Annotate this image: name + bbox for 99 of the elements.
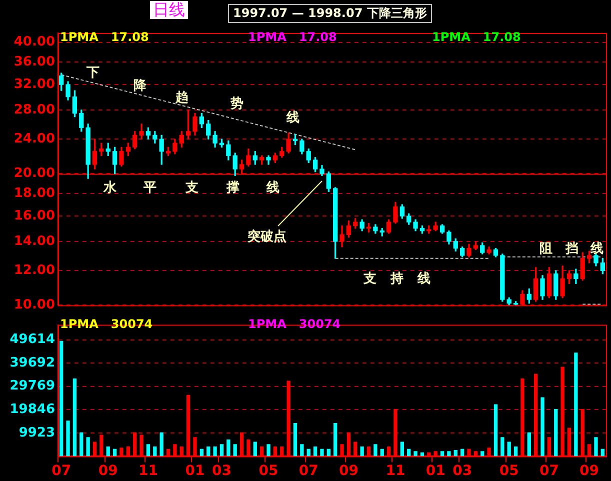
bar: [86, 437, 90, 456]
annotation: 撑: [226, 180, 240, 196]
annotation: 线: [416, 271, 430, 286]
y-tick-label: 12.00: [14, 262, 55, 278]
annotation: 势: [230, 95, 244, 112]
bar: [500, 437, 504, 456]
y-tick-label: 20.00: [14, 166, 55, 182]
bar: [440, 451, 444, 456]
y-tick-label: 24.00: [14, 132, 55, 147]
bar: [400, 442, 404, 456]
bar: [527, 432, 531, 456]
bar: [266, 444, 270, 456]
bar: [447, 451, 451, 456]
bar: [407, 448, 411, 456]
x-tick-label: 07: [539, 463, 559, 480]
bar: [374, 444, 378, 456]
bar: [112, 448, 117, 456]
bar: [206, 446, 210, 456]
annotation: 水: [102, 180, 118, 196]
y-tick-label: 36.00: [14, 54, 55, 70]
y-tick-label: 14.00: [14, 234, 55, 249]
annotation: 线: [286, 110, 300, 126]
bar: [300, 444, 304, 456]
bar: [66, 420, 70, 456]
bar: [320, 448, 324, 456]
x-tick-label: 09: [338, 463, 358, 480]
annotation: 趋: [174, 90, 188, 106]
candlestick: [99, 142, 104, 156]
bar: [514, 446, 518, 456]
bar: [600, 448, 604, 456]
bar: [313, 446, 318, 456]
bar: [574, 352, 578, 456]
annotation: 突破点: [246, 228, 286, 244]
bar: [220, 444, 224, 456]
bar: [80, 432, 84, 456]
x-tick-label: 07: [298, 463, 318, 480]
annotation: 1PMA 17.08: [248, 30, 337, 44]
annotation: 挡: [564, 241, 578, 256]
y-tick-label: 49614: [10, 332, 55, 348]
annotation: 1PMA 17.08: [432, 30, 521, 44]
annotation: 阻: [540, 241, 552, 256]
y-tick-label: 29769: [10, 378, 55, 394]
annotation: 平: [142, 180, 156, 196]
x-tick-label: 05: [258, 463, 278, 480]
bar: [594, 437, 598, 456]
x-tick-label: 11: [386, 463, 406, 480]
annotation: 1PMA 17.08: [60, 30, 149, 44]
y-tick-label: 28.00: [14, 102, 55, 118]
y-tick-label: 32.00: [14, 76, 55, 92]
bar: [460, 448, 464, 456]
y-tick-label: 16.00: [14, 208, 55, 224]
annotation: 线: [266, 180, 280, 196]
y-tick-label: 18.00: [14, 186, 55, 202]
bar: [106, 446, 110, 456]
bar: [494, 404, 498, 456]
bar: [160, 432, 164, 456]
x-tick-label: 03: [452, 463, 472, 480]
bar: [153, 446, 157, 456]
bar: [380, 448, 384, 456]
x-tick-label: 09: [98, 463, 118, 480]
annotation: 下: [86, 65, 100, 80]
x-tick-label: 11: [138, 463, 158, 480]
bar: [233, 444, 237, 456]
x-tick-label: 03: [212, 463, 232, 480]
y-tick-label: 39692: [10, 355, 55, 370]
annotation: 线: [590, 241, 604, 256]
bar: [213, 446, 217, 456]
x-tick-label: 07: [52, 463, 72, 480]
chart-title: 1997.07 — 1998.07 下降三角形: [228, 4, 432, 23]
x-tick-label: 09: [580, 463, 600, 480]
annotation: 持: [390, 271, 404, 286]
y-tick-label: 40.00: [14, 34, 55, 50]
bar: [540, 397, 544, 456]
bar: [146, 444, 150, 456]
bar: [480, 451, 484, 456]
annotation: 支: [184, 180, 198, 196]
bar: [253, 442, 257, 456]
y-tick-label: 19846: [10, 402, 55, 418]
bar: [507, 442, 511, 456]
y-tick-label: 9923: [18, 425, 55, 440]
x-tick-label: 01: [185, 463, 205, 480]
x-tick-label: 01: [426, 463, 446, 480]
bar: [360, 446, 364, 456]
bar: [326, 448, 330, 456]
bar: [72, 378, 77, 456]
bar: [226, 439, 230, 456]
bar: [200, 448, 204, 456]
annotation: 降: [134, 78, 148, 94]
x-tick-label: 05: [499, 463, 519, 480]
bar: [334, 423, 338, 456]
bar: [293, 423, 298, 456]
bar: [454, 450, 458, 456]
bar: [306, 448, 310, 456]
chart-subtitle: 日线: [150, 0, 188, 19]
bar: [414, 451, 418, 456]
bar: [554, 408, 558, 456]
bar: [60, 340, 64, 456]
annotation: 支: [362, 271, 376, 286]
y-tick-label: 10.00: [14, 298, 55, 313]
